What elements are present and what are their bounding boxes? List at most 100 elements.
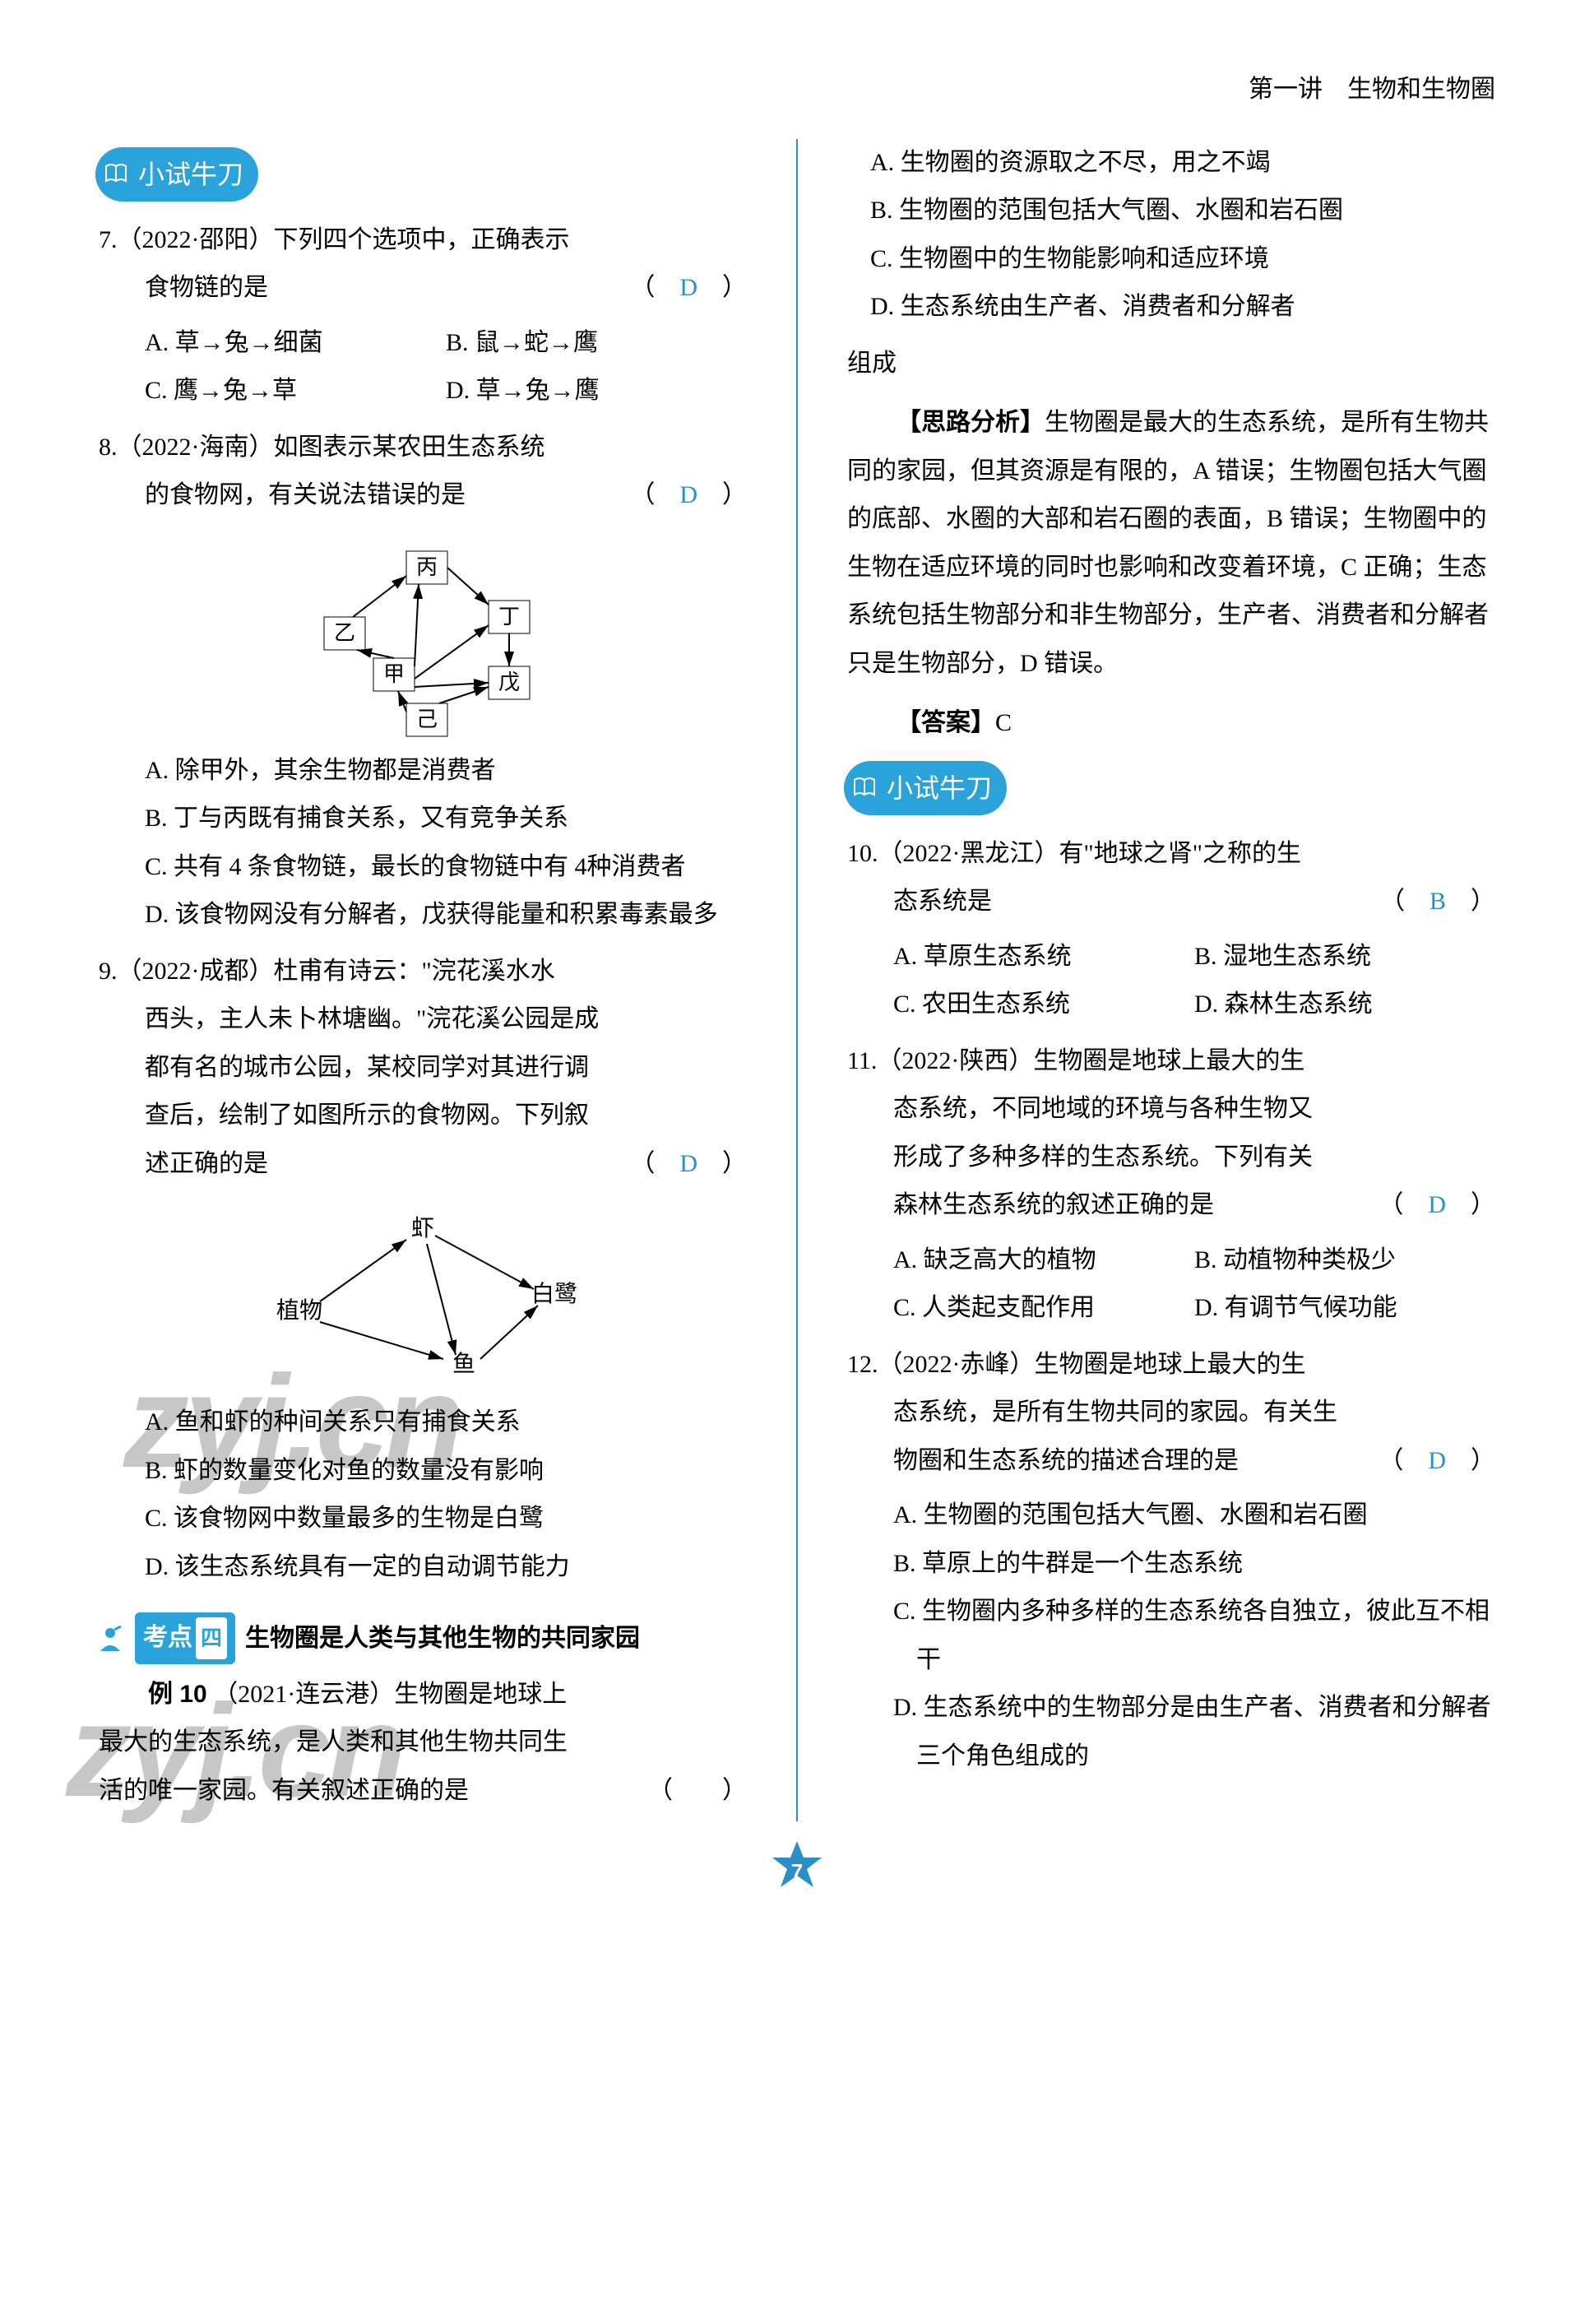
- q12-answer: D: [1428, 1447, 1446, 1474]
- q12-stem3-row: 物圈和生态系统的描述合理的是 （ D ）: [847, 1437, 1495, 1486]
- badge-practice: 小试牛刀: [95, 147, 258, 202]
- paren-open: （: [630, 274, 679, 301]
- question-8: 8.（2022·海南）如图表示某农田生态系统 的食物网，有关说法错误的是 （ D…: [99, 424, 747, 520]
- paren-close: ）: [1446, 1447, 1495, 1474]
- ex10-t2: 最大的生态系统，是人类和其他生物共同生: [99, 1719, 747, 1767]
- q9-stem-line2: 西头，主人未卜林塘幽。"浣花溪公园是成: [99, 995, 747, 1044]
- q9-answer-paren: （ D ）: [630, 1140, 747, 1189]
- q11-answer-paren: （ D ）: [1379, 1181, 1495, 1230]
- paren-open: （: [1380, 888, 1430, 915]
- svg-text:己: 己: [416, 707, 438, 731]
- q12-optB: B. 草原上的牛群是一个生态系统: [893, 1540, 1495, 1589]
- q8-optA: A. 除甲外，其余生物都是消费者: [145, 747, 747, 796]
- paren-close: ）: [697, 274, 747, 301]
- q11-stem2: 态系统，不同地域的环境与各种生物又: [847, 1085, 1495, 1134]
- q8-answer-paren: （ D ）: [630, 471, 747, 520]
- q11-stem3: 形成了多种多样的生态系统。下列有关: [847, 1134, 1495, 1182]
- q11-optC: C. 人类起支配作用: [893, 1284, 1194, 1333]
- kaodian-title: 生物圈是人类与其他生物的共同家园: [245, 1617, 747, 1659]
- paren-close: ）: [697, 1150, 747, 1177]
- q7-answer: D: [679, 274, 697, 301]
- analysis-text: 生物圈是最大的生态系统，是所有生物共同的家园，但其资源是有限的，A 错误；生物圈…: [847, 409, 1489, 677]
- ex10-head: 例 10: [148, 1681, 207, 1708]
- question-12: 12.（2022·赤峰）生物圈是地球上最大的生 态系统，是所有生物共同的家园。有…: [847, 1341, 1495, 1486]
- kaodian-pill: 考点四: [135, 1612, 235, 1664]
- q10-stem2: 态系统是: [893, 888, 992, 915]
- ex10-optB: B. 生物圈的范围包括大气圈、水圈和岩石圈: [870, 187, 1495, 235]
- q8-foodweb-diagram: 乙 甲 丙 丁 戊 己: [275, 526, 571, 740]
- q10-answer-paren: （ B ）: [1380, 878, 1495, 926]
- page-header: 第一讲 生物和生物圈: [99, 66, 1495, 114]
- q11-optB: B. 动植物种类极少: [1194, 1236, 1495, 1285]
- q9-options: A. 鱼和虾的种间关系只有捕食关系 B. 虾的数量变化对鱼的数量没有影响 C. …: [99, 1399, 747, 1591]
- q9-stem-line4: 查后，绘制了如图所示的食物网。下列叙: [99, 1092, 747, 1140]
- ex10-optC: C. 生物圈中的生物能影响和适应环境: [870, 235, 1495, 284]
- svg-text:白鹭: 白鹭: [531, 1281, 577, 1307]
- ex10-t3: 活的唯一家园。有关叙述正确的是: [99, 1777, 469, 1804]
- svg-text:丁: 丁: [498, 605, 520, 629]
- ex10-options: A. 生物圈的资源取之不尽，用之不竭 B. 生物圈的范围包括大气圈、水圈和岩石圈…: [847, 139, 1495, 332]
- svg-text:丙: 丙: [416, 555, 438, 579]
- paren-open: （: [1379, 1447, 1428, 1474]
- two-column-layout: 小试牛刀 7.（2022·邵阳）下列四个选项中，正确表示 食物链的是 （ D ）…: [99, 139, 1495, 1822]
- q7-optC: C. 鹰→兔→草: [145, 367, 446, 415]
- analysis-block: 【思路分析】生物圈是最大的生态系统，是所有生物共同的家园，但其资源是有限的，A …: [847, 399, 1495, 688]
- q8-optC: C. 共有 4 条食物链，最长的食物链中有 4种消费者: [145, 843, 747, 892]
- question-11: 11.（2022·陕西）生物圈是地球上最大的生 态系统，不同地域的环境与各种生物…: [847, 1037, 1495, 1230]
- book-icon: [849, 772, 880, 804]
- question-10: 10.（2022·黑龙江）有"地球之肾"之称的生 态系统是 （ B ）: [847, 830, 1495, 926]
- q8-optD: D. 该食物网没有分解者，戊获得能量和积累毒素最多: [145, 891, 747, 939]
- ex10-optA: A. 生物圈的资源取之不尽，用之不竭: [870, 139, 1495, 188]
- q9-optD: D. 该生态系统具有一定的自动调节能力: [145, 1543, 747, 1592]
- svg-text:乙: 乙: [334, 621, 355, 645]
- q10-optA: A. 草原生态系统: [893, 933, 1194, 981]
- q11-options: A. 缺乏高大的植物 B. 动植物种类极少 C. 人类起支配作用 D. 有调节气…: [847, 1236, 1495, 1333]
- q9-foodweb-diagram: 植物 虾 鱼 白鹭: [242, 1194, 604, 1392]
- q8-options: A. 除甲外，其余生物都是消费者 B. 丁与丙既有捕食关系，又有竞争关系 C. …: [99, 747, 747, 939]
- q10-options: A. 草原生态系统 B. 湿地生态系统 C. 农田生态系统 D. 森林生态系统: [847, 933, 1495, 1029]
- q7-optD: D. 草→兔→鹰: [446, 367, 747, 415]
- q8-stem-line2: 的食物网，有关说法错误的是 （ D ）: [99, 471, 747, 520]
- question-7: 7.（2022·邵阳）下列四个选项中，正确表示 食物链的是 （ D ）: [99, 216, 747, 313]
- q8-answer: D: [679, 481, 697, 508]
- person-icon: [95, 1624, 125, 1654]
- q9-stem-line1: 9.（2022·成都）杜甫有诗云："浣花溪水水: [99, 948, 747, 996]
- q7-answer-paren: （ D ）: [630, 264, 747, 313]
- q11-optD: D. 有调节气候功能: [1194, 1284, 1495, 1333]
- answer-head: 【答案】: [897, 709, 995, 736]
- book-icon: [100, 159, 132, 190]
- q11-stem1: 11.（2022·陕西）生物圈是地球上最大的生: [847, 1037, 1495, 1086]
- q12-stem1: 12.（2022·赤峰）生物圈是地球上最大的生: [847, 1341, 1495, 1389]
- example-10: 例 10 （2021·连云港）生物圈是地球上 最大的生态系统，是人类和其他生物共…: [99, 1671, 747, 1816]
- q9-stem-line5: 述正确的是 （ D ）: [99, 1140, 747, 1189]
- q8-stem2-text: 的食物网，有关说法错误的是: [145, 481, 466, 508]
- q9-optC: C. 该食物网中数量最多的生物是白鹭: [145, 1495, 747, 1543]
- paren-close: ）: [697, 481, 747, 508]
- q9-optA: A. 鱼和虾的种间关系只有捕食关系: [145, 1399, 747, 1447]
- ex10-t3-row: 活的唯一家园。有关叙述正确的是 （ ）: [99, 1767, 747, 1816]
- q12-optA: A. 生物圈的范围包括大气圈、水圈和岩石圈: [893, 1491, 1495, 1540]
- paren-close: ）: [1446, 888, 1495, 915]
- q10-answer: B: [1430, 888, 1446, 915]
- q9-optB: B. 虾的数量变化对鱼的数量没有影响: [145, 1447, 747, 1496]
- q10-optB: B. 湿地生态系统: [1194, 933, 1495, 981]
- ex10-paren: （ ）: [648, 1767, 747, 1816]
- svg-text:甲: 甲: [383, 662, 405, 686]
- answer-val: C: [995, 709, 1012, 736]
- svg-text:虾: 虾: [411, 1216, 434, 1241]
- column-divider: [796, 139, 798, 1822]
- kaodian-label: 考点: [143, 1624, 192, 1651]
- q12-options: A. 生物圈的范围包括大气圈、水圈和岩石圈 B. 草原上的牛群是一个生态系统 C…: [847, 1491, 1495, 1780]
- badge-label: 小试牛刀: [887, 763, 992, 814]
- page-number: 7: [791, 1851, 803, 1893]
- badge-label: 小试牛刀: [138, 149, 243, 200]
- ex10-optD1: D. 生态系统由生产者、消费者和分解者: [870, 283, 1495, 332]
- q7-options: A. 草→兔→细菌 B. 鼠→蛇→鹰 C. 鹰→兔→草 D. 草→兔→鹰: [99, 319, 747, 415]
- q7-stem-line1: 7.（2022·邵阳）下列四个选项中，正确表示: [99, 216, 747, 265]
- left-column: 小试牛刀 7.（2022·邵阳）下列四个选项中，正确表示 食物链的是 （ D ）…: [99, 139, 747, 1822]
- q11-stem4-row: 森林生态系统的叙述正确的是 （ D ）: [847, 1181, 1495, 1230]
- q9-stem5-text: 述正确的是: [145, 1150, 268, 1177]
- q11-stem4: 森林生态系统的叙述正确的是: [893, 1191, 1214, 1218]
- ex10-src: （2021·连云港）: [213, 1681, 394, 1708]
- q9-stem-line3: 都有名的城市公园，某校同学对其进行调: [99, 1044, 747, 1092]
